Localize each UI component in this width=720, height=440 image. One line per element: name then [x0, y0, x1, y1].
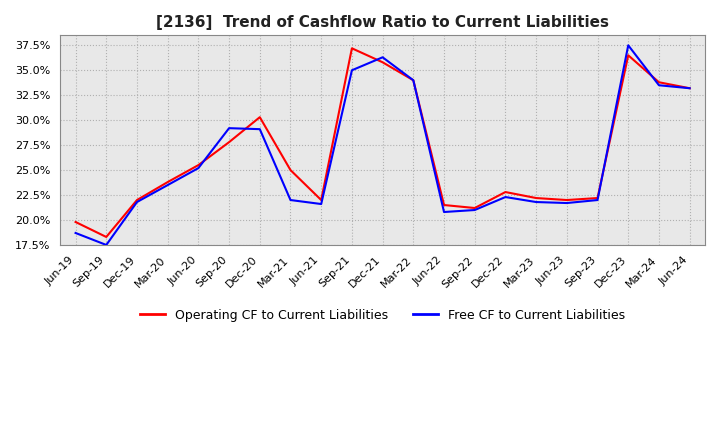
Operating CF to Current Liabilities: [348, 46, 356, 51]
Operating CF to Current Liabilities: [501, 189, 510, 194]
Operating CF to Current Liabilities: [440, 202, 449, 208]
Free CF to Current Liabilities: [501, 194, 510, 200]
Free CF to Current Liabilities: [286, 198, 294, 203]
Operating CF to Current Liabilities: [593, 195, 602, 201]
Free CF to Current Liabilities: [654, 83, 663, 88]
Operating CF to Current Liabilities: [163, 180, 172, 185]
Operating CF to Current Liabilities: [685, 86, 694, 91]
Free CF to Current Liabilities: [132, 199, 141, 205]
Operating CF to Current Liabilities: [409, 77, 418, 83]
Operating CF to Current Liabilities: [132, 198, 141, 203]
Free CF to Current Liabilities: [317, 202, 325, 207]
Operating CF to Current Liabilities: [532, 195, 541, 201]
Free CF to Current Liabilities: [624, 43, 633, 48]
Operating CF to Current Liabilities: [317, 198, 325, 203]
Free CF to Current Liabilities: [71, 230, 80, 235]
Operating CF to Current Liabilities: [225, 139, 233, 145]
Operating CF to Current Liabilities: [194, 162, 203, 168]
Free CF to Current Liabilities: [256, 127, 264, 132]
Line: Free CF to Current Liabilities: Free CF to Current Liabilities: [76, 45, 690, 245]
Free CF to Current Liabilities: [532, 199, 541, 205]
Operating CF to Current Liabilities: [562, 198, 571, 203]
Operating CF to Current Liabilities: [624, 53, 633, 58]
Free CF to Current Liabilities: [163, 183, 172, 188]
Line: Operating CF to Current Liabilities: Operating CF to Current Liabilities: [76, 48, 690, 237]
Free CF to Current Liabilities: [378, 55, 387, 60]
Operating CF to Current Liabilities: [256, 114, 264, 120]
Operating CF to Current Liabilities: [71, 220, 80, 225]
Free CF to Current Liabilities: [562, 200, 571, 205]
Operating CF to Current Liabilities: [286, 168, 294, 173]
Free CF to Current Liabilities: [348, 68, 356, 73]
Free CF to Current Liabilities: [102, 242, 111, 248]
Free CF to Current Liabilities: [194, 165, 203, 171]
Title: [2136]  Trend of Cashflow Ratio to Current Liabilities: [2136] Trend of Cashflow Ratio to Curren…: [156, 15, 609, 30]
Legend: Operating CF to Current Liabilities, Free CF to Current Liabilities: Operating CF to Current Liabilities, Fre…: [135, 304, 630, 327]
Operating CF to Current Liabilities: [378, 60, 387, 65]
Free CF to Current Liabilities: [440, 209, 449, 215]
Operating CF to Current Liabilities: [470, 205, 479, 211]
Free CF to Current Liabilities: [409, 77, 418, 83]
Free CF to Current Liabilities: [685, 86, 694, 91]
Free CF to Current Liabilities: [225, 125, 233, 131]
Operating CF to Current Liabilities: [654, 80, 663, 85]
Operating CF to Current Liabilities: [102, 235, 111, 240]
Free CF to Current Liabilities: [593, 198, 602, 203]
Free CF to Current Liabilities: [470, 207, 479, 213]
